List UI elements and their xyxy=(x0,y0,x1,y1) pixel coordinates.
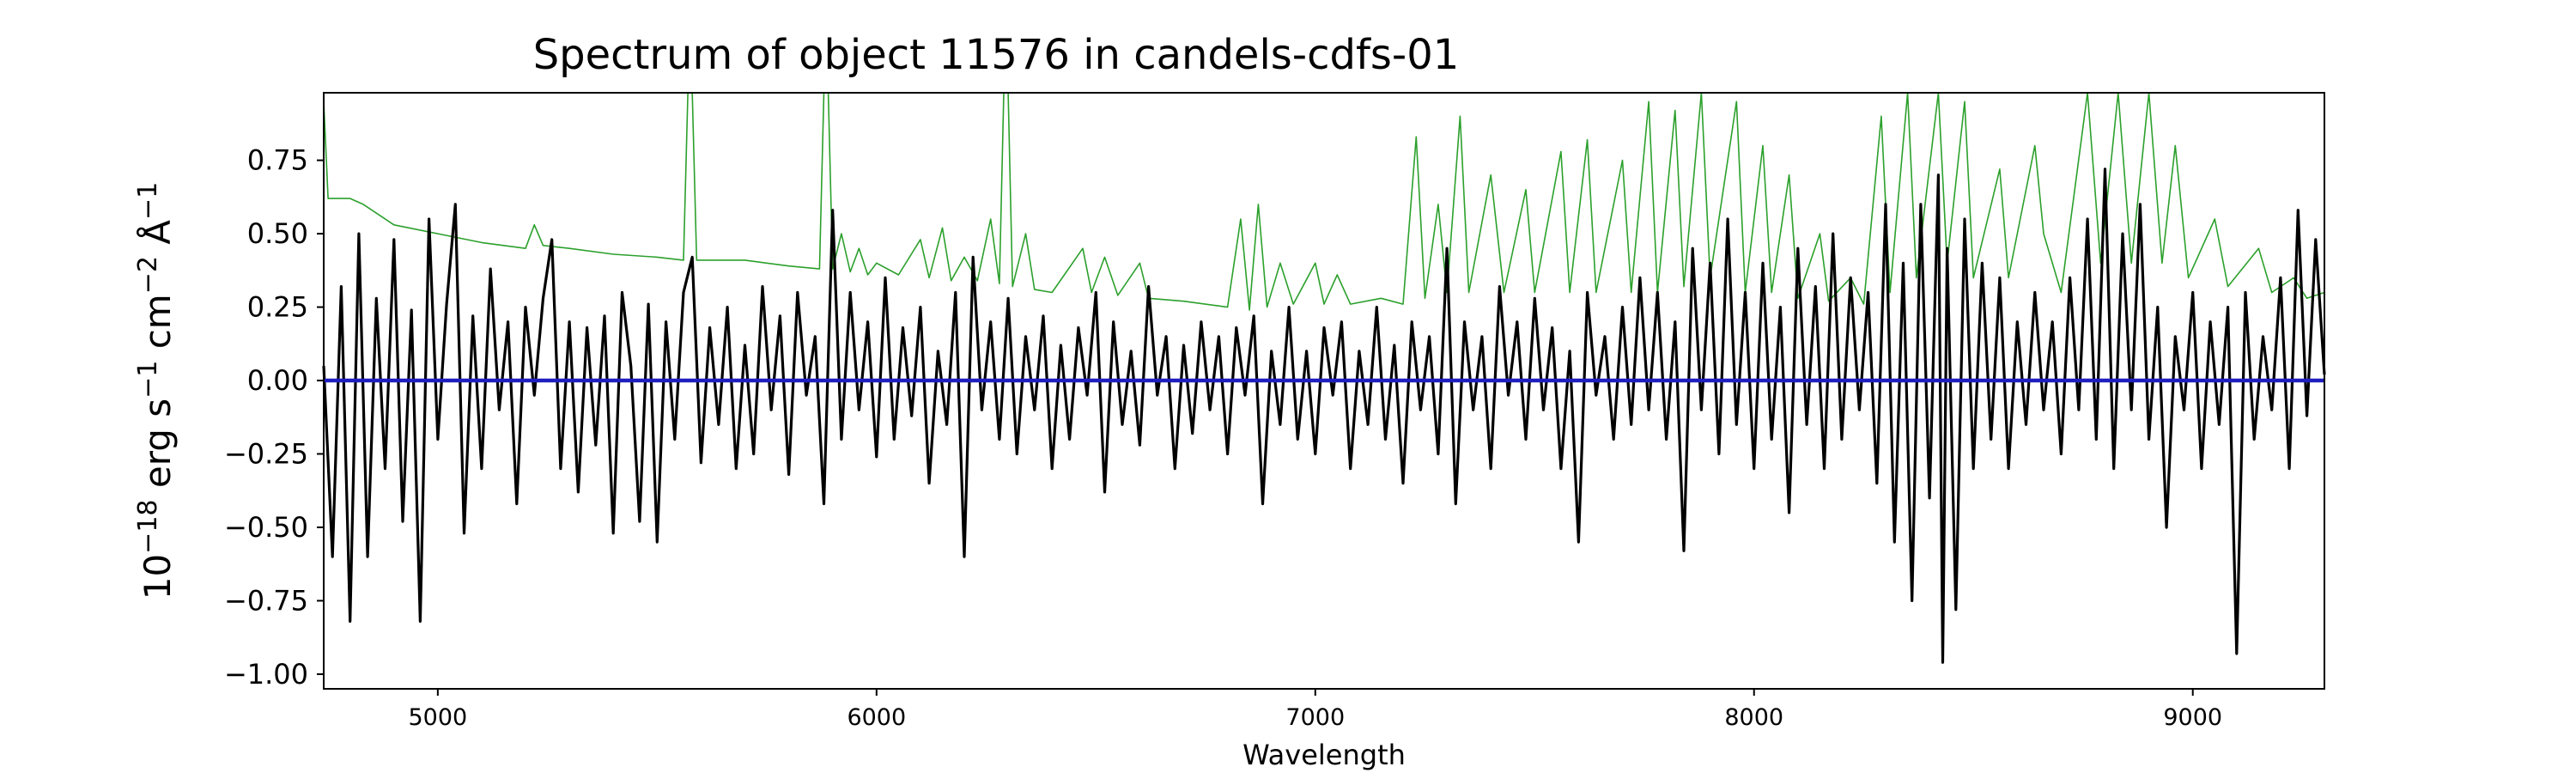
y-label-erg: erg s xyxy=(137,399,179,500)
y-tick-label: 0.25 xyxy=(247,291,308,324)
y-tick-label: −0.50 xyxy=(224,511,308,544)
x-tick-label: 8000 xyxy=(1724,704,1783,731)
error-line xyxy=(323,92,2325,311)
x-axis-label: Wavelength xyxy=(1242,739,1406,771)
x-tick-label: 5000 xyxy=(408,704,467,731)
x-tick-label: 9000 xyxy=(2163,704,2222,731)
x-axis-ticks: 5000 6000 7000 8000 9000 xyxy=(408,689,2222,731)
y-tick-label: −0.75 xyxy=(224,584,308,617)
y-label-cm: cm xyxy=(137,294,179,360)
x-tick-label: 7000 xyxy=(1285,704,1345,731)
y-tick-label: −0.25 xyxy=(224,438,308,471)
y-label-ang: Å xyxy=(136,220,179,256)
y-tick-label: 0.50 xyxy=(247,217,308,250)
y-tick-label: 0.00 xyxy=(247,364,308,397)
flux-line xyxy=(322,167,2326,664)
x-tick-label: 6000 xyxy=(847,704,906,731)
y-tick-label: 0.75 xyxy=(247,144,308,177)
flux-series xyxy=(322,167,2326,664)
y-label-exp2: −1 xyxy=(133,361,163,399)
y-label-exp3: −2 xyxy=(133,256,163,294)
y-axis-ticks: 0.75 0.50 0.25 0.00 −0.25 −0.50 −0.75 −1.00 xyxy=(224,144,324,691)
axes-frame xyxy=(323,92,2325,690)
chart-title: Spectrum of object 11576 in candels-cdfs… xyxy=(533,31,1460,79)
y-tick-label: −1.00 xyxy=(224,658,308,691)
plot-area xyxy=(322,92,2326,664)
y-label-exp4: −1 xyxy=(133,182,163,220)
y-label-exp1: −18 xyxy=(133,500,163,554)
y-axis-label: 10−18 erg s−1 cm−2 Å−1 xyxy=(133,182,179,600)
y-label-base: 10 xyxy=(137,554,179,600)
error-series xyxy=(323,92,2325,311)
